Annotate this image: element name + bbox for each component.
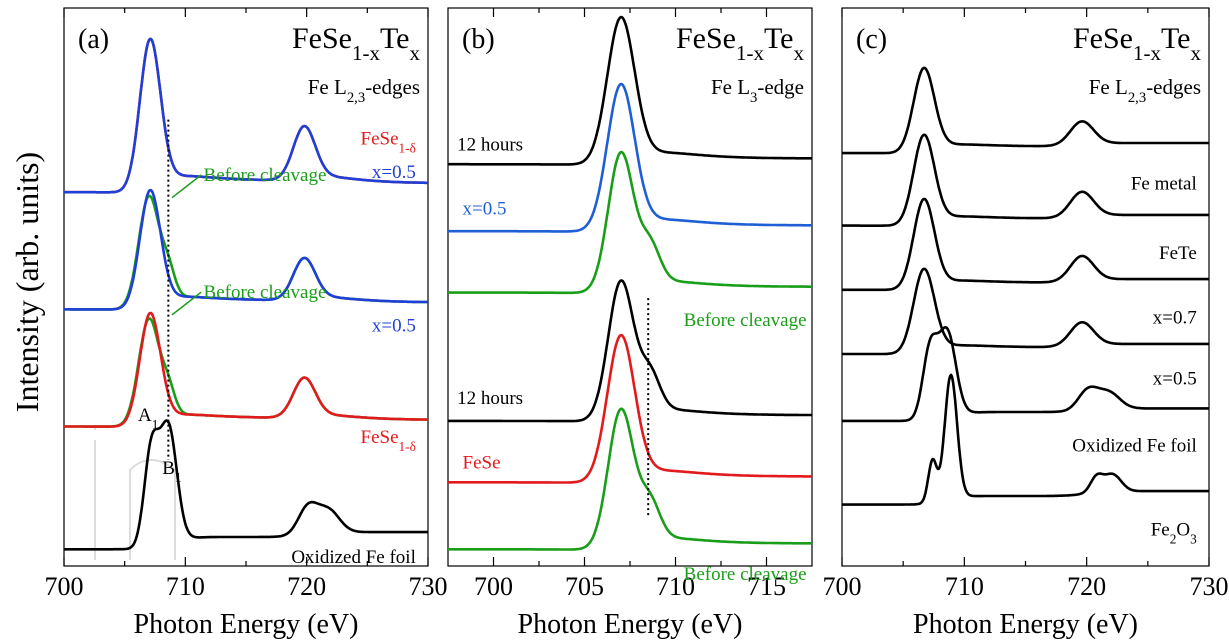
- panel-subtitle: Fe L2,3-edges: [308, 75, 420, 106]
- panel-c: 700 710 720 730 Photon Energy (eV) (c) FeSe1-x…: [823, 7, 1229, 640]
- series-oxidized-fe-foil: [841, 326, 1210, 423]
- series-label-fe-metal: Fe metal: [1131, 173, 1197, 194]
- x-tick-label: 710: [166, 572, 205, 601]
- series-oxidized-fe-foil: [63, 419, 429, 551]
- x-tick-label: 700: [474, 572, 513, 601]
- series-x-0-5: [447, 82, 813, 233]
- x-tick-label: 710: [945, 572, 984, 601]
- series-label-12-hours: 12 hours: [457, 388, 523, 409]
- series-fe-metal: [841, 66, 1210, 155]
- series-label-a1: A1: [138, 405, 158, 432]
- x-tick-label: 720: [287, 572, 326, 601]
- panel-title: FeSe1-xTex: [1073, 22, 1202, 65]
- x-tick-label: 710: [656, 572, 695, 601]
- x-tick-label: 720: [1067, 572, 1106, 601]
- series-fese1-delta: [63, 311, 429, 428]
- series-label-fese1-delta: FeSe1-δ: [361, 129, 416, 156]
- series-label-before-cleavage: Before cleavage: [684, 564, 807, 585]
- series-label-oxidized-fe-foil: Oxidized Fe foil: [1072, 436, 1197, 457]
- panel-title: FeSe1-xTex: [292, 22, 421, 65]
- series-label-x-0-5: x=0.5: [463, 198, 507, 219]
- x-tick-label: 730: [409, 572, 448, 601]
- series-label-fete: FeTe: [1159, 243, 1197, 264]
- x-tick-label: 715: [747, 572, 786, 601]
- series-label-b1: B1: [162, 458, 181, 485]
- annotation-pointer: [171, 174, 202, 199]
- series-before-cleavage: [447, 407, 813, 551]
- series-12-hours: [447, 15, 813, 166]
- panel-title: FeSe1-xTex: [676, 22, 805, 65]
- series-fete: [841, 133, 1210, 227]
- series-label-before-cleavage: Before cleavage: [204, 282, 327, 303]
- x-axis-title: Photon Energy (eV): [134, 609, 359, 640]
- series-12-hours: [447, 279, 813, 423]
- series-x-0-7: [841, 197, 1210, 292]
- series-label-12-hours: 12 hours: [457, 134, 523, 155]
- panel-subtitle: Fe L2,3-edges: [1089, 75, 1201, 106]
- panel-subtitle: Fe L3-edge: [711, 75, 804, 106]
- y-axis-title: Intensity (arb. units): [9, 152, 45, 412]
- series-x-0-5: [63, 37, 429, 194]
- series-label-fe2o3: Fe2O3: [1151, 519, 1197, 546]
- series-label-fese1-delta: FeSe1-δ: [361, 427, 416, 454]
- series-label-before-cleavage: Before cleavage: [684, 310, 807, 331]
- series-fese: [447, 333, 813, 484]
- x-axis-title: Photon Energy (eV): [913, 609, 1138, 640]
- x-tick-label: 700: [45, 572, 84, 601]
- series-label-oxidized-fe-foil: Oxidized Fe foil: [291, 547, 416, 568]
- x-axis-title: Photon Energy (eV): [518, 609, 743, 640]
- panel-a: 700 710 720 730 Photon Energy (eV) (a) FeSe1-x…: [45, 7, 448, 640]
- panel-letter: (a): [78, 24, 109, 55]
- series-label-x-0-5: x=0.5: [372, 316, 416, 337]
- series-label-fese: FeSe: [463, 452, 501, 473]
- x-tick-label: 705: [565, 572, 604, 601]
- x-tick-label: 730: [1190, 572, 1229, 601]
- series-fe2o3: [841, 373, 1210, 506]
- series-x-0-5: [841, 267, 1210, 356]
- series-label-x-0-5: x=0.5: [1153, 369, 1197, 390]
- series-before-cleavage: [447, 150, 813, 295]
- series-x-0-5: [63, 188, 429, 311]
- annotation-pointer: [171, 291, 202, 316]
- series-label-x-0-7: x=0.7: [1153, 307, 1197, 328]
- series-label-before-cleavage: Before cleavage: [204, 165, 327, 186]
- series-label-x-0-5: x=0.5: [372, 162, 416, 183]
- panel-letter: (b): [462, 24, 495, 55]
- x-tick-label: 700: [823, 572, 862, 601]
- panel-letter: (c): [856, 24, 887, 55]
